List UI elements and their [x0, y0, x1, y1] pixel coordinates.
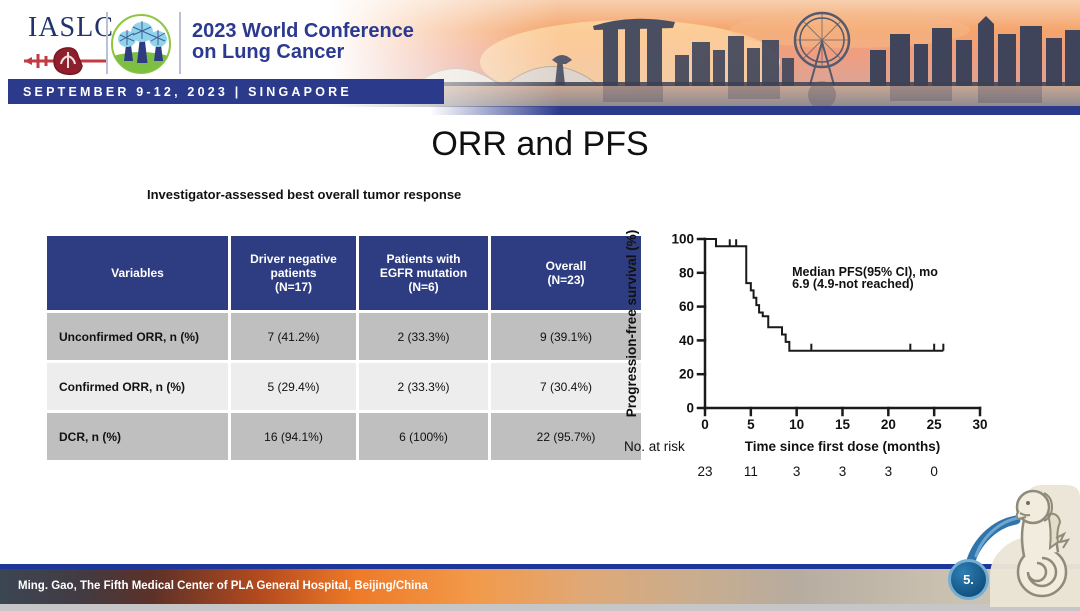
row-label: DCR, n (%): [47, 413, 228, 460]
no-at-risk-label: No. at risk: [624, 439, 685, 454]
singapore-skyline-image: [330, 0, 1080, 107]
x-tick-label: 15: [835, 417, 851, 432]
col-header-egfr-mutation: Patients with EGFR mutation (N=6): [359, 236, 488, 310]
footer-accent-line: [0, 564, 1080, 569]
header-accent-bar: [430, 106, 1080, 115]
col-header-driver-negative: Driver negative patients (N=17): [231, 236, 356, 310]
cell-value: 5 (29.4%): [231, 363, 356, 410]
page-number-badge: 5.: [948, 559, 989, 600]
author-credit: Ming. Gao, The Fifth Medical Center of P…: [18, 580, 428, 592]
conference-title: 2023 World Conference on Lung Cancer: [192, 21, 414, 63]
x-tick-label: 10: [789, 417, 804, 432]
wclc-supertrees-logo: [111, 14, 171, 74]
risk-count: 11: [744, 464, 758, 479]
cell-value: 22 (95.7%): [491, 413, 641, 460]
y-tick-label: 100: [671, 232, 694, 247]
table-row: DCR, n (%) 16 (94.1%) 6 (100%) 22 (95.7%…: [47, 413, 641, 460]
table-row: Confirmed ORR, n (%) 5 (29.4%) 2 (33.3%)…: [47, 363, 641, 410]
median-pfs-annotation-line2: 6.9 (4.9-not reached): [792, 277, 914, 291]
x-tick-label: 30: [972, 417, 987, 432]
logo-divider: [179, 12, 181, 74]
x-tick-label: 20: [881, 417, 896, 432]
y-tick-label: 60: [679, 299, 694, 314]
y-tick-label: 0: [686, 401, 694, 416]
x-axis-label: Time since first dose (months): [745, 439, 941, 454]
cell-value: 16 (94.1%): [231, 413, 356, 460]
conference-date-banner: SEPTEMBER 9-12, 2023 | SINGAPORE: [8, 79, 444, 104]
y-tick-label: 80: [679, 265, 694, 280]
km-step-curve: [705, 238, 944, 352]
risk-count: 23: [697, 464, 712, 479]
tumor-response-table: Variables Driver negative patients (N=17…: [44, 233, 644, 463]
risk-count: 3: [839, 464, 847, 479]
row-label: Confirmed ORR, n (%): [47, 363, 228, 410]
iaslc-lungs-sword-icon: [24, 47, 106, 76]
y-tick-label: 20: [679, 367, 694, 382]
y-tick-label: 40: [679, 333, 694, 348]
cell-value: 7 (41.2%): [231, 313, 356, 360]
median-pfs-annotation-line1: Median PFS(95% CI), mo: [792, 265, 938, 279]
x-tick-label: 5: [747, 417, 755, 432]
footer-band: Ming. Gao, The Fifth Medical Center of P…: [0, 569, 1080, 604]
iaslc-logo-text: IASLC: [28, 12, 114, 43]
table-header-row: Variables Driver negative patients (N=17…: [47, 236, 641, 310]
footer-bottom-strip: [0, 604, 1080, 611]
x-tick-label: 25: [927, 417, 943, 432]
conference-title-line1: 2023 World Conference: [192, 20, 414, 42]
row-label: Unconfirmed ORR, n (%): [47, 313, 228, 360]
risk-count: 0: [930, 464, 938, 479]
table-row: Unconfirmed ORR, n (%) 7 (41.2%) 2 (33.3…: [47, 313, 641, 360]
merlion-icon: [965, 485, 1080, 607]
page-title: ORR and PFS: [431, 125, 649, 163]
logo-divider: [106, 12, 108, 74]
table-caption: Investigator-assessed best overall tumor…: [147, 187, 462, 202]
col-header-overall: Overall (N=23): [491, 236, 641, 310]
x-tick-label: 0: [701, 417, 709, 432]
risk-count: 3: [793, 464, 801, 479]
cell-value: 7 (30.4%): [491, 363, 641, 410]
cell-value: 9 (39.1%): [491, 313, 641, 360]
y-axis-label: Progression-free survival (%): [624, 230, 639, 418]
risk-count: 3: [885, 464, 893, 479]
col-header-variables: Variables: [47, 236, 228, 310]
cell-value: 2 (33.3%): [359, 313, 488, 360]
cell-value: 2 (33.3%): [359, 363, 488, 410]
conference-title-line2: on Lung Cancer: [192, 41, 345, 63]
cell-value: 6 (100%): [359, 413, 488, 460]
page-number: 5.: [963, 572, 974, 587]
